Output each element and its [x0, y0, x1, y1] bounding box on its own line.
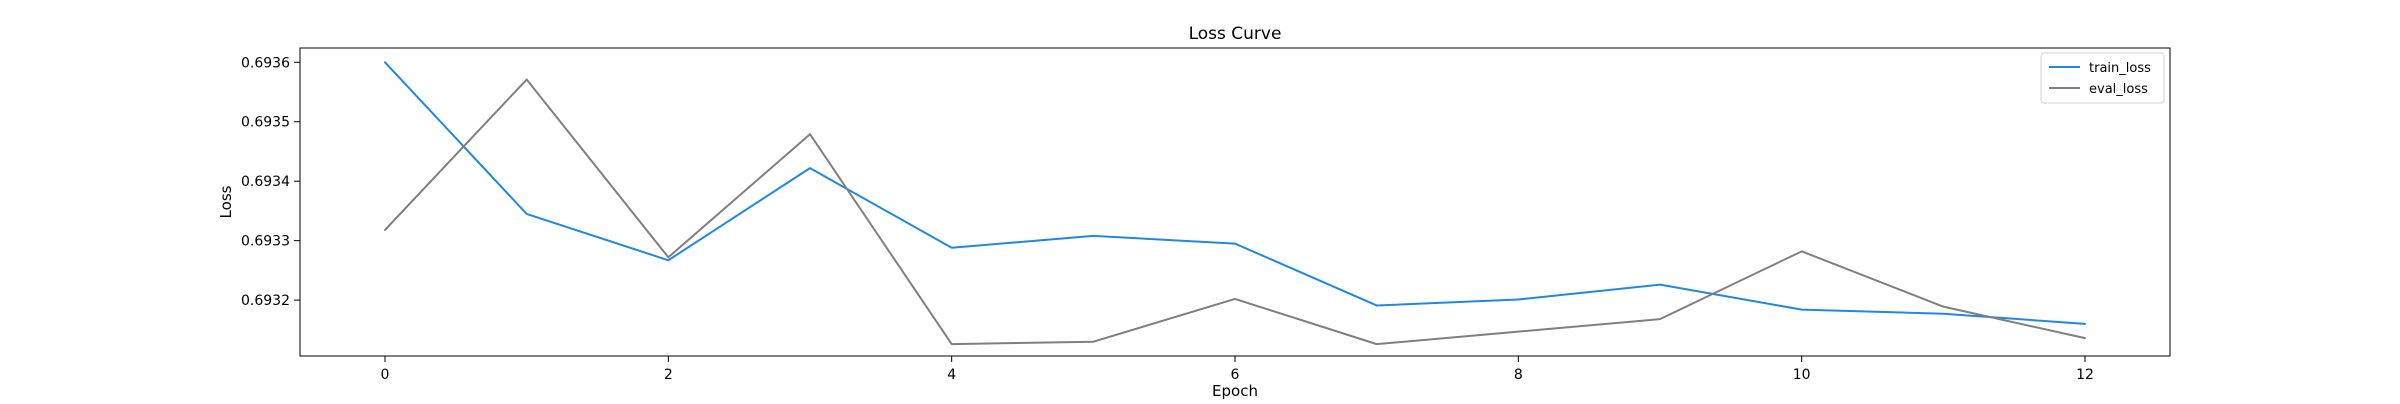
x-axis: 0 2 4 6 8 10 12 — [381, 356, 2094, 383]
y-axis-label: Loss — [217, 185, 235, 218]
x-tick-label: 0 — [381, 367, 390, 383]
y-tick-label: 0.6936 — [241, 55, 290, 71]
plot-area — [299, 47, 2171, 357]
legend-label-eval-loss: eval_loss — [2089, 82, 2148, 97]
series-line-train-loss — [384, 61, 2086, 325]
legend-box — [2040, 52, 2165, 104]
y-tick-label: 0.6935 — [241, 115, 290, 131]
legend: train_loss eval_loss — [2040, 52, 2165, 104]
x-axis-label: Epoch — [1212, 382, 1258, 400]
x-tick-label: 4 — [947, 367, 956, 383]
chart-title: Loss Curve — [1189, 24, 1282, 44]
y-axis: 0.6932 0.6933 0.6934 0.6935 0.6936 — [241, 55, 300, 309]
x-tick-label: 12 — [2076, 367, 2094, 383]
y-tick-label: 0.6934 — [241, 174, 290, 190]
x-tick-label: 6 — [1231, 367, 1240, 383]
x-tick-label: 2 — [664, 367, 673, 383]
y-tick-label: 0.6933 — [241, 234, 290, 250]
x-tick-label: 8 — [1514, 367, 1523, 383]
series-line-eval-loss — [384, 78, 2086, 346]
legend-label-train-loss: train_loss — [2089, 61, 2151, 76]
plot-frame — [299, 47, 2171, 357]
x-tick-label: 10 — [1793, 367, 1811, 383]
series-layer — [384, 61, 2086, 346]
y-tick-label: 0.6932 — [241, 293, 290, 309]
